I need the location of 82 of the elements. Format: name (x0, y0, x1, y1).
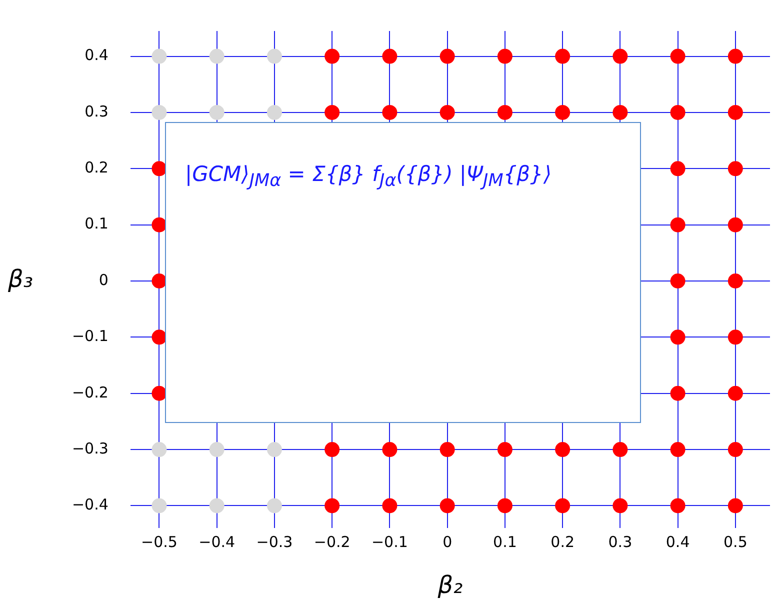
y-tick-label: 0.3 (84, 102, 108, 120)
x-tick-label: −0.2 (314, 533, 350, 552)
x-tick-label: 0.1 (493, 533, 517, 552)
point (728, 386, 743, 401)
point (152, 498, 167, 514)
point (209, 442, 224, 458)
y-tick-label: −0.3 (72, 439, 108, 458)
point (382, 104, 398, 120)
point (728, 48, 743, 64)
point (382, 498, 398, 514)
point (670, 386, 686, 401)
point (324, 104, 340, 120)
point (497, 48, 512, 64)
point (612, 48, 628, 64)
point (266, 104, 282, 120)
point (612, 104, 628, 120)
point (670, 217, 686, 232)
x-tick-label: 0 (442, 533, 452, 552)
point (152, 442, 167, 458)
x-tick-label: 0.2 (550, 533, 574, 552)
point (382, 48, 398, 64)
point (555, 104, 570, 120)
point (152, 274, 167, 289)
point (152, 104, 167, 120)
point (670, 161, 686, 176)
x-tick-label: 0.3 (608, 533, 632, 552)
point (670, 498, 686, 514)
y-tick-label: 0.1 (84, 214, 108, 233)
point (266, 48, 282, 64)
point (728, 104, 743, 120)
point (324, 442, 340, 458)
point (266, 498, 282, 514)
point (670, 330, 686, 345)
point (440, 498, 455, 514)
point (324, 498, 340, 514)
point (152, 217, 167, 232)
point (728, 498, 743, 514)
point (497, 104, 512, 120)
point (440, 104, 455, 120)
x-tick-label: 0.5 (724, 533, 748, 552)
point (152, 161, 167, 176)
x-tick-label: −0.3 (256, 533, 293, 552)
point (555, 498, 570, 514)
point (324, 48, 340, 64)
point (440, 442, 455, 458)
point (670, 48, 686, 64)
point (728, 330, 743, 345)
point (555, 48, 570, 64)
point (728, 161, 743, 176)
point (728, 274, 743, 289)
point (497, 498, 512, 514)
point (670, 104, 686, 120)
point (497, 442, 512, 458)
y-axis-title: β₃ (7, 265, 33, 294)
point (440, 48, 455, 64)
point (266, 442, 282, 458)
y-tick-label: −0.4 (72, 496, 108, 514)
point (152, 330, 167, 345)
point (152, 386, 167, 401)
y-tick-label: 0 (98, 270, 108, 289)
point (670, 442, 686, 458)
x-tick-label: −0.5 (141, 533, 178, 552)
point (382, 442, 398, 458)
x-tick-label: −0.1 (371, 533, 408, 552)
point (209, 104, 224, 120)
point (152, 48, 167, 64)
y-tick-label: −0.1 (72, 327, 108, 346)
point (728, 442, 743, 458)
point (555, 442, 570, 458)
point (670, 274, 686, 289)
point (612, 498, 628, 514)
x-axis-title: β₂ (436, 570, 464, 599)
y-tick-label: −0.2 (72, 383, 108, 402)
y-tick-label: 0.2 (84, 158, 108, 177)
point (728, 217, 743, 232)
point (209, 498, 224, 514)
annotation: |GCM⟩$_{JMα}$ = Σ{β} f$_{Jα}$({β}) |Ψ$_{JM}${β}⟩ (185, 162, 552, 192)
x-tick-label: 0.4 (666, 533, 690, 552)
x-tick-label: −0.4 (198, 533, 236, 552)
point (209, 48, 224, 64)
y-tick-label: 0.4 (84, 46, 108, 64)
point (612, 442, 628, 458)
